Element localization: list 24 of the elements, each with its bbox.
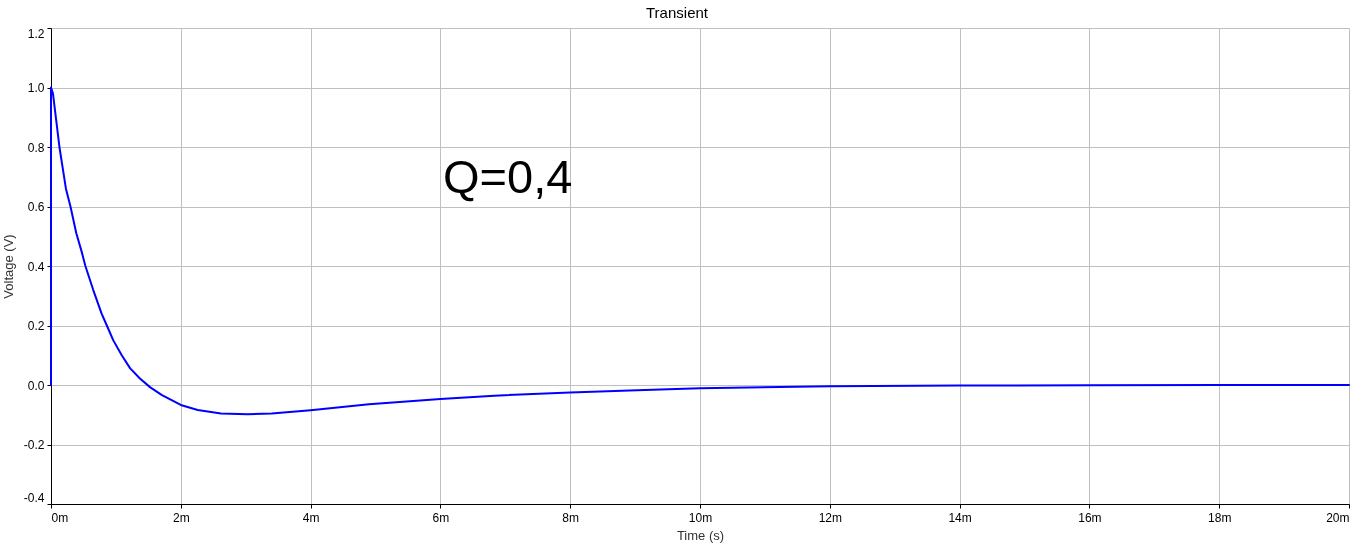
x-tick-label: 10m bbox=[688, 510, 713, 525]
y-axis-title: Voltage (V) bbox=[0, 234, 16, 299]
x-tick-label: 16m bbox=[1078, 510, 1102, 525]
x-tick-label: 20m bbox=[1326, 510, 1350, 525]
x-axis-title: Time (s) bbox=[676, 527, 725, 543]
y-tick-label: 0.2 bbox=[27, 319, 45, 333]
x-tick-label: 8m bbox=[562, 510, 580, 525]
chart-title: Transient bbox=[646, 4, 709, 21]
x-tick-label: 6m bbox=[432, 510, 450, 525]
x-tick-label: 0m bbox=[51, 510, 69, 525]
y-tick-label: -0.2 bbox=[23, 438, 45, 452]
x-tick-label: 4m bbox=[302, 510, 320, 525]
y-tick-label: 0.4 bbox=[27, 259, 45, 274]
y-tick-label: 1.0 bbox=[27, 81, 45, 95]
y-tick-label: 0.6 bbox=[27, 200, 45, 214]
y-tick-label: 0.0 bbox=[27, 378, 45, 393]
x-tick-label: 2m bbox=[172, 510, 190, 525]
x-tick-label: 12m bbox=[818, 510, 842, 525]
y-tick-label: 1.2 bbox=[27, 26, 45, 41]
y-tick-label: 0.8 bbox=[27, 140, 45, 155]
x-tick-label: 14m bbox=[948, 510, 972, 525]
annotation: Q=0,4 bbox=[443, 150, 573, 204]
x-tick-label: 18m bbox=[1208, 510, 1232, 525]
y-tick-label: -0.4 bbox=[23, 490, 45, 505]
